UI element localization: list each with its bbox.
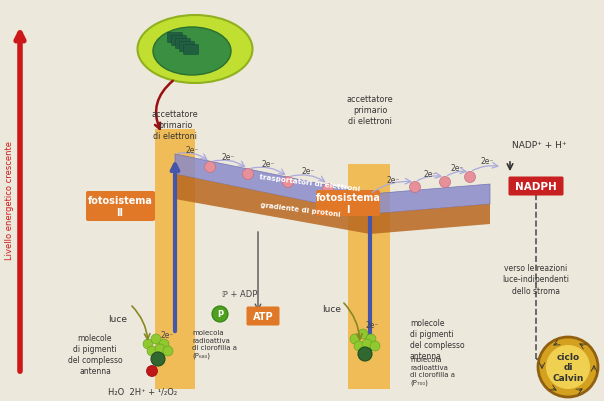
Circle shape: [151, 334, 161, 344]
FancyBboxPatch shape: [246, 307, 280, 326]
Text: fotosistema
II: fotosistema II: [88, 196, 152, 217]
Text: 2e⁻: 2e⁻: [423, 170, 437, 179]
Text: accettatore
primario
di elettroni: accettatore primario di elettroni: [347, 95, 393, 126]
Circle shape: [410, 182, 420, 193]
Circle shape: [151, 352, 165, 366]
Ellipse shape: [138, 16, 252, 84]
Circle shape: [155, 344, 165, 354]
Circle shape: [163, 346, 173, 356]
Text: 2e⁻: 2e⁻: [301, 167, 315, 176]
Circle shape: [242, 169, 254, 180]
Circle shape: [212, 306, 228, 322]
Text: 2e⁻: 2e⁻: [480, 157, 493, 166]
Text: fotosistema
I: fotosistema I: [315, 193, 381, 214]
Text: P: P: [217, 310, 223, 319]
Circle shape: [538, 337, 598, 397]
FancyBboxPatch shape: [86, 192, 155, 221]
Text: molecola
radioattiva
di clorofilla a
(P₆₈₀): molecola radioattiva di clorofilla a (P₆…: [192, 330, 237, 358]
Circle shape: [370, 341, 380, 351]
Text: 2e⁻: 2e⁻: [160, 330, 174, 339]
Text: gradiente di protoni: gradiente di protoni: [260, 202, 341, 217]
Text: Livello energetico crescente: Livello energetico crescente: [5, 140, 14, 259]
Circle shape: [147, 346, 157, 356]
Text: H₂O  2H⁺ + ¹/₂O₂: H₂O 2H⁺ + ¹/₂O₂: [109, 387, 178, 395]
FancyBboxPatch shape: [167, 33, 182, 43]
Ellipse shape: [153, 28, 231, 76]
Text: 2e⁻: 2e⁻: [365, 320, 379, 329]
FancyBboxPatch shape: [509, 177, 564, 196]
Text: accettatore
primario
di elettroni: accettatore primario di elettroni: [152, 110, 198, 141]
Text: molecole
di pigmenti
del complesso
antenna: molecole di pigmenti del complesso anten…: [410, 318, 464, 360]
Circle shape: [546, 345, 590, 389]
Circle shape: [350, 334, 360, 344]
Polygon shape: [175, 155, 490, 215]
Text: 2e⁻: 2e⁻: [185, 146, 199, 155]
Text: 2e⁻: 2e⁻: [387, 176, 400, 185]
Text: NADP⁺ + H⁺: NADP⁺ + H⁺: [512, 140, 567, 149]
Text: ciclo
di
Calvin: ciclo di Calvin: [552, 352, 583, 382]
FancyBboxPatch shape: [179, 43, 194, 53]
Circle shape: [362, 339, 372, 349]
Circle shape: [205, 162, 216, 173]
Circle shape: [143, 339, 153, 349]
Circle shape: [159, 339, 169, 349]
Polygon shape: [175, 174, 490, 235]
Text: 2e⁻: 2e⁻: [451, 164, 464, 173]
FancyBboxPatch shape: [172, 36, 187, 47]
Text: trasportatori di elettroni: trasportatori di elettroni: [259, 173, 361, 192]
Text: 2e⁻: 2e⁻: [221, 153, 235, 162]
Circle shape: [323, 184, 333, 195]
Text: luce: luce: [109, 315, 127, 324]
FancyBboxPatch shape: [176, 39, 190, 49]
Bar: [348, 164, 390, 389]
Circle shape: [358, 329, 368, 339]
Text: luce: luce: [323, 305, 341, 314]
FancyBboxPatch shape: [184, 45, 199, 55]
FancyBboxPatch shape: [316, 190, 380, 217]
Bar: [155, 130, 195, 389]
Circle shape: [358, 347, 372, 361]
Circle shape: [283, 177, 294, 188]
Circle shape: [147, 366, 158, 377]
Circle shape: [354, 341, 364, 351]
Text: ATP: ATP: [252, 311, 274, 321]
Text: ℙ + ADP: ℙ + ADP: [222, 290, 258, 299]
Text: molecole
di pigmenti
del complesso
antenna: molecole di pigmenti del complesso anten…: [68, 333, 123, 375]
Text: verso le reazioni
luce-indipendenti
dello stroma: verso le reazioni luce-indipendenti dell…: [503, 263, 570, 296]
Circle shape: [440, 177, 451, 188]
Text: 2e⁻: 2e⁻: [262, 160, 275, 169]
Circle shape: [366, 334, 376, 344]
Text: NADPH: NADPH: [515, 182, 557, 192]
Circle shape: [464, 172, 475, 183]
Text: molecola
radioattiva
di clorofilla a
(P₇₀₀): molecola radioattiva di clorofilla a (P₇…: [410, 356, 455, 385]
